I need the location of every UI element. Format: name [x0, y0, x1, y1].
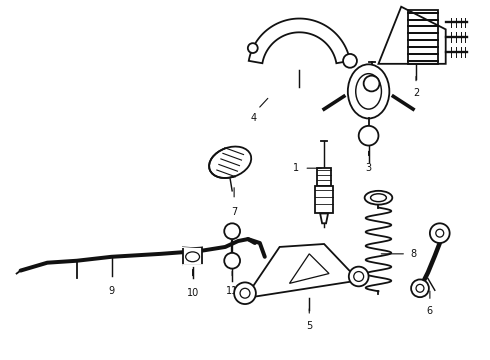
Circle shape	[411, 279, 429, 297]
Text: 7: 7	[231, 207, 237, 217]
Circle shape	[224, 253, 240, 269]
Circle shape	[430, 223, 450, 243]
Ellipse shape	[365, 191, 392, 204]
Polygon shape	[249, 19, 350, 63]
Circle shape	[364, 76, 379, 91]
Bar	[408, 10, 438, 64]
Text: 6: 6	[427, 306, 433, 316]
Circle shape	[234, 282, 256, 304]
Text: 1: 1	[293, 163, 299, 173]
Text: 10: 10	[187, 288, 199, 298]
Circle shape	[224, 223, 240, 239]
Polygon shape	[320, 213, 328, 223]
Polygon shape	[290, 254, 329, 283]
Bar	[315, 186, 333, 213]
Ellipse shape	[356, 74, 381, 109]
Text: 3: 3	[366, 163, 371, 173]
Bar	[183, 247, 202, 265]
Text: 9: 9	[108, 286, 115, 296]
Circle shape	[349, 267, 368, 286]
Ellipse shape	[348, 64, 390, 118]
Circle shape	[354, 271, 364, 282]
Circle shape	[240, 288, 250, 298]
Ellipse shape	[370, 194, 387, 202]
Circle shape	[436, 229, 444, 237]
Text: 5: 5	[306, 321, 313, 331]
Text: 2: 2	[413, 89, 419, 98]
Ellipse shape	[209, 147, 251, 178]
Circle shape	[248, 43, 258, 53]
Circle shape	[343, 54, 357, 68]
Bar	[317, 168, 331, 186]
Polygon shape	[245, 244, 359, 298]
Text: 8: 8	[410, 249, 416, 259]
Circle shape	[416, 284, 424, 292]
Text: 11: 11	[226, 286, 238, 296]
Text: 4: 4	[251, 113, 257, 123]
Ellipse shape	[186, 252, 199, 262]
Polygon shape	[378, 7, 446, 64]
Circle shape	[359, 126, 378, 145]
